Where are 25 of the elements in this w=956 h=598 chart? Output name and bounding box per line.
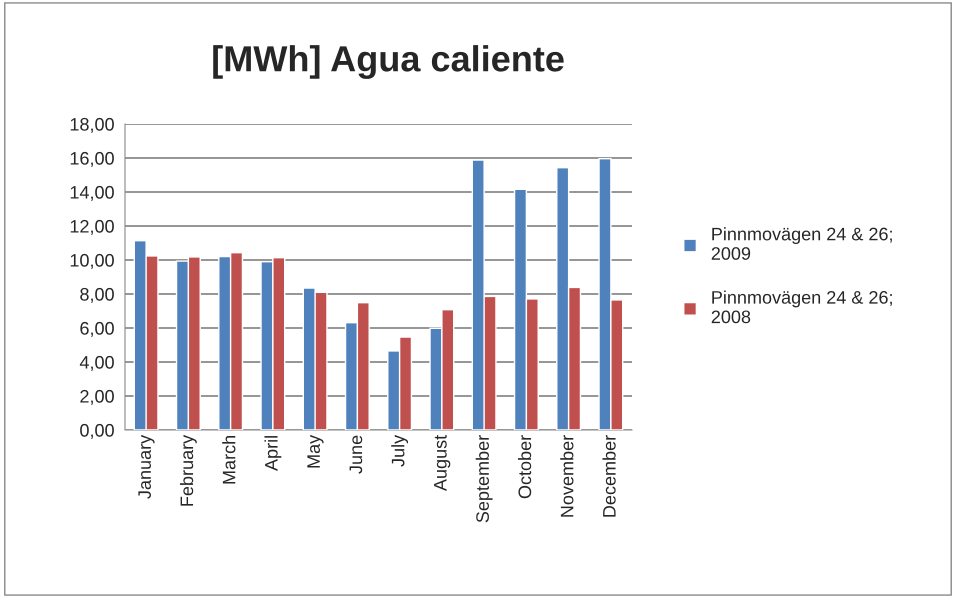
x-tick-label: May bbox=[307, 434, 324, 468]
x-tick-label: December bbox=[602, 435, 616, 517]
x-tick-label: April bbox=[264, 436, 282, 471]
x-tick-label: October bbox=[518, 435, 532, 498]
x-tick-label: February bbox=[180, 434, 197, 506]
y-tick-label: 10,00 bbox=[70, 254, 114, 269]
x-tick-label: July bbox=[391, 434, 408, 467]
x-tick-label: September bbox=[476, 435, 493, 522]
y-tick-label: 18,00 bbox=[70, 118, 114, 133]
x-tick-label: November bbox=[560, 435, 574, 517]
x-tick-label: August bbox=[434, 434, 450, 492]
y-tick-label: 0,00 bbox=[80, 424, 114, 439]
x-tick-label: March bbox=[222, 436, 236, 484]
legend-label: Pinnmovägen 24 & 26; 2008 bbox=[712, 290, 892, 324]
y-tick-label: 6,00 bbox=[80, 322, 114, 337]
y-tick-label: 16,00 bbox=[70, 152, 114, 167]
y-tick-label: 8,00 bbox=[80, 288, 114, 303]
y-tick-label: 12,00 bbox=[70, 220, 114, 235]
y-tick-label: 2,00 bbox=[80, 390, 114, 405]
y-tick-label: 14,00 bbox=[70, 186, 114, 201]
x-tick-label: June bbox=[350, 436, 362, 474]
y-tick-label: 4,00 bbox=[80, 356, 114, 371]
x-tick-label: January bbox=[138, 434, 155, 499]
chart-title: [MWh] Agua caliente bbox=[213, 45, 564, 79]
legend-label: Pinnmovägen 24 & 26; 2009 bbox=[712, 227, 892, 260]
